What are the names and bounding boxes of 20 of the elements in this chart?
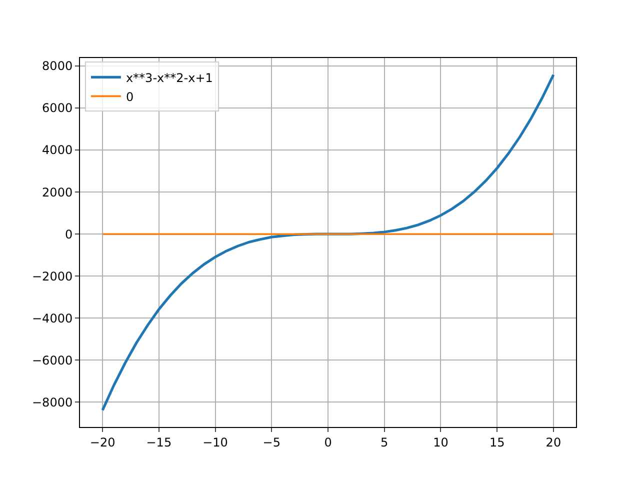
x-tick-label: −10 — [202, 435, 228, 450]
y-tick-label: 6000 — [42, 101, 73, 116]
x-tick-label: 5 — [380, 435, 388, 450]
x-tick-label: −5 — [262, 435, 280, 450]
y-tick-label: 0 — [64, 227, 73, 242]
y-tick-label: 2000 — [42, 185, 73, 200]
y-tick-label: −4000 — [32, 311, 73, 326]
x-tick-label: −20 — [90, 435, 116, 450]
y-tick-label: 4000 — [42, 143, 73, 158]
legend-label: x**3-x**2-x+1 — [126, 70, 213, 85]
legend-label: 0 — [126, 90, 134, 104]
x-tick-label: 10 — [433, 435, 448, 450]
x-tick-label: −15 — [146, 435, 172, 450]
y-tick-label: −8000 — [32, 395, 73, 410]
y-tick-label: −2000 — [32, 269, 73, 284]
x-tick-label: 20 — [546, 435, 562, 450]
x-tick-label: 15 — [489, 435, 505, 450]
x-tick-label: 0 — [324, 435, 332, 450]
y-tick-label: −6000 — [32, 353, 73, 368]
y-tick-label: 8000 — [42, 59, 73, 74]
